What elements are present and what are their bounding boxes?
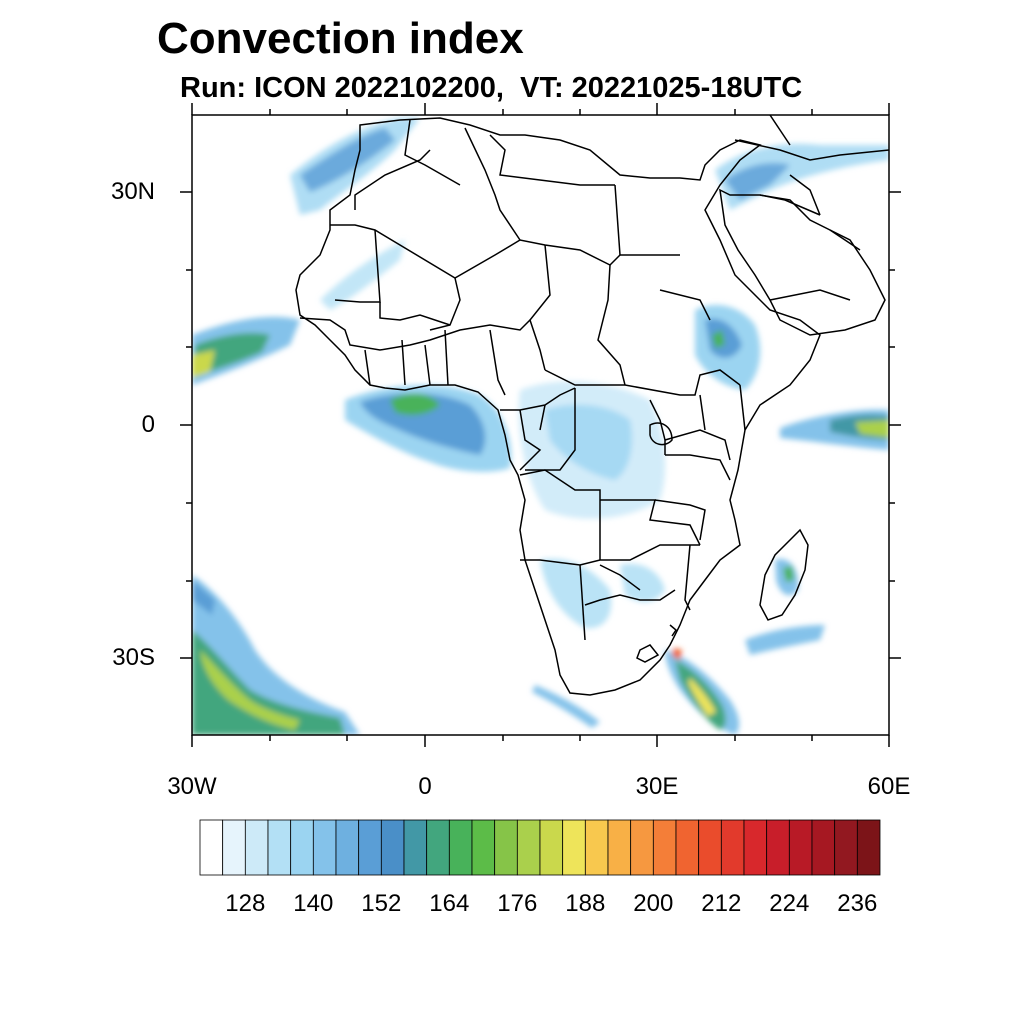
- chart-title: Convection index: [157, 14, 524, 63]
- lon-label-0: 0: [418, 773, 432, 800]
- colorbar-tick-label: 152: [361, 890, 402, 917]
- colorbar-tick-label: 176: [497, 890, 538, 917]
- colorbar-tick-label: 200: [633, 890, 674, 917]
- chart-subtitle: Run: ICON 2022102200, VT: 20221025-18UTC: [180, 72, 803, 104]
- colorbar-tick-label: 164: [429, 890, 470, 917]
- madagascar-outline: [759, 528, 809, 621]
- colorbar-tick-label: 236: [837, 890, 878, 917]
- arabia-outline: [719, 188, 886, 336]
- colorbar-tick-label: 188: [565, 890, 606, 917]
- lon-label-30e: 30E: [635, 773, 679, 800]
- lon-label-30w: 30W: [167, 773, 217, 800]
- lat-label-0: 0: [141, 411, 155, 438]
- lat-label-30n: 30N: [110, 178, 155, 205]
- lat-label-30s: 30S: [112, 644, 155, 671]
- convection-field: [192, 118, 889, 735]
- africa-coastline: [295, 117, 821, 696]
- colorbar-tick-label: 224: [769, 890, 810, 917]
- map-frame: [180, 103, 901, 747]
- colorbar-tick-label: 140: [293, 890, 334, 917]
- colorbar-tick-label: 212: [701, 890, 742, 917]
- lon-label-60e: 60E: [867, 773, 911, 800]
- colorbar-tick-label: 128: [225, 890, 266, 917]
- country-boundaries: [295, 115, 889, 696]
